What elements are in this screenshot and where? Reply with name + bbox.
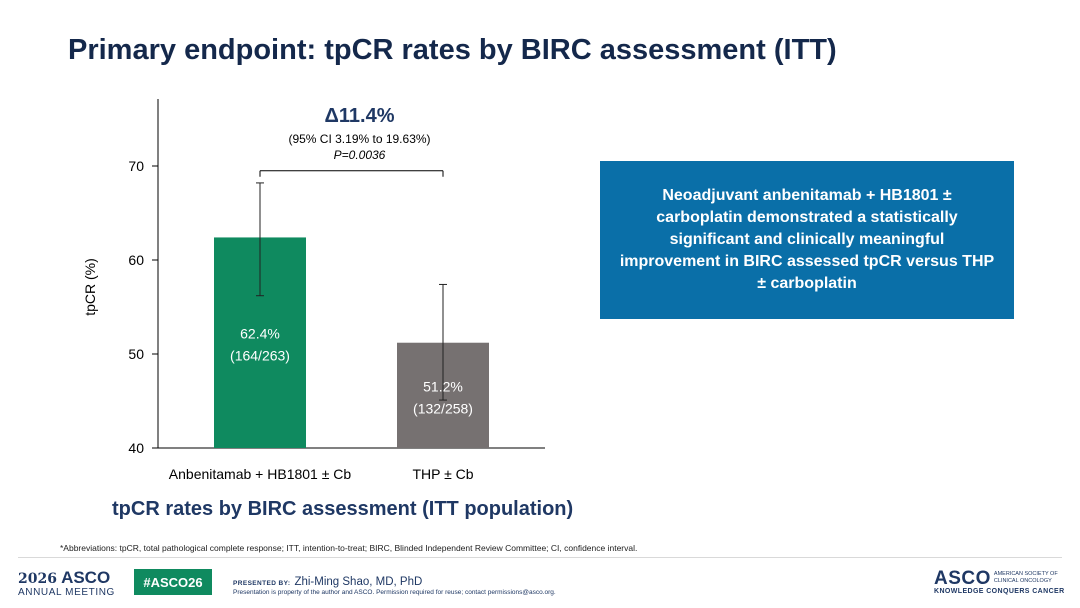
ci-annotation: (95% CI 3.19% to 19.63%)	[288, 132, 430, 146]
asco-logo-tagline: KNOWLEDGE CONQUERS CANCER	[934, 588, 1065, 595]
x-category-label: Anbenitamab + HB1801 ± Cb	[169, 466, 352, 482]
bar-count-label: (132/258)	[413, 400, 473, 416]
asco-annual-meeting-logo: 2026 ASCO ANNUAL MEETING	[18, 568, 118, 598]
y-tick-label: 70	[128, 158, 144, 174]
y-axis-label: tpCR (%)	[82, 258, 98, 316]
meeting-brand: ASCO	[61, 568, 111, 587]
hashtag-badge: #ASCO26	[134, 569, 212, 595]
delta-annotation: Δ11.4%	[325, 105, 395, 127]
y-tick-label: 40	[128, 440, 144, 456]
meeting-year: 2026	[18, 571, 57, 587]
bar-value-label: 51.2%	[423, 378, 463, 394]
asco-logo-word: ASCO	[934, 568, 991, 589]
property-note: Presentation is property of the author a…	[233, 589, 556, 596]
abbreviations-note: *Abbreviations: tpCR, total pathological…	[60, 543, 638, 553]
presenter-name: Zhi-Ming Shao, MD, PhD	[294, 576, 423, 588]
callout-text: Neoadjuvant anbenitamab + HB1801 ± carbo…	[619, 187, 995, 292]
chart-subtitle: tpCR rates by BIRC assessment (ITT popul…	[112, 498, 574, 520]
y-tick-label: 50	[128, 346, 144, 362]
p-value-annotation: P=0.0036	[334, 148, 386, 162]
presented-by-label: PRESENTED BY:	[233, 580, 291, 587]
bar-chart: 40 50 60 70 tpCR (%) 62.4% (164/263) Anbenitama…	[82, 99, 545, 482]
bar-value-label: 62.4%	[240, 326, 280, 342]
footer-divider	[18, 557, 1062, 558]
y-tick-label: 60	[128, 252, 144, 268]
asco-logo: ASCO AMERICAN SOCIETY OF CLINICAL ONCOLOG…	[934, 568, 1065, 595]
asco-logo-small: AMERICAN SOCIETY OF CLINICAL ONCOLOGY	[993, 571, 1058, 584]
meeting-sub: ANNUAL MEETING	[18, 587, 115, 598]
slide-title: Primary endpoint: tpCR rates by BIRC ass…	[68, 34, 837, 66]
presented-by: PRESENTED BY: Zhi-Ming Shao, MD, PhD	[233, 572, 422, 590]
key-finding-callout: Neoadjuvant anbenitamab + HB1801 ± carbo…	[600, 161, 1014, 319]
x-category-label: THP ± Cb	[412, 466, 473, 482]
bar-count-label: (164/263)	[230, 348, 290, 364]
